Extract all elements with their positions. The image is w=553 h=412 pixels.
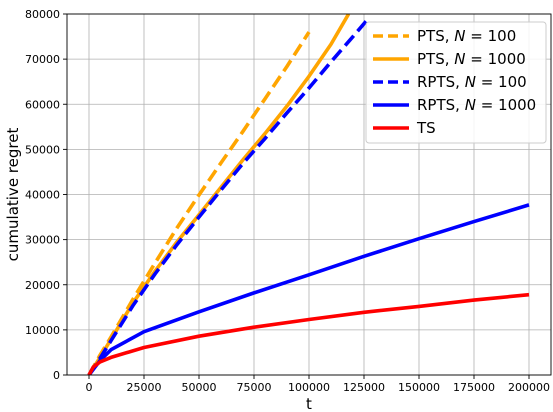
y-tick-label: 60000 [25, 98, 60, 111]
y-tick-label: 50000 [25, 143, 60, 156]
series-lines [87, 14, 530, 375]
y-tick-label: 20000 [25, 279, 60, 292]
legend-label: PTS, N = 1000 [417, 50, 526, 68]
y-tick-label: 0 [53, 369, 60, 382]
ticks: 0 25000 50000 75000 100000 125000 150000 175000… [25, 8, 550, 394]
y-tick-label: 10000 [25, 324, 60, 337]
y-tick-label: 70000 [25, 53, 60, 66]
legend-box [365, 21, 547, 144]
x-tick-label: 150000 [398, 381, 440, 394]
x-tick-label: 200000 [508, 381, 550, 394]
series-line-4 [87, 292, 530, 375]
x-tick-label: 175000 [453, 381, 495, 394]
y-tick-label: 40000 [25, 189, 60, 202]
x-tick-label: 125000 [343, 381, 385, 394]
legend-label: PTS, N = 100 [417, 27, 516, 45]
y-axis-label: cumulative regret [4, 128, 22, 262]
x-tick-label: 0 [86, 381, 93, 394]
x-axis-label: t [306, 395, 312, 412]
x-tick-label: 25000 [127, 381, 162, 394]
x-tick-label: 50000 [182, 381, 217, 394]
legend-label: RPTS, N = 100 [417, 73, 527, 91]
legend-label: TS [416, 119, 436, 137]
y-tick-label: 30000 [25, 234, 60, 247]
series-line-3 [87, 203, 530, 375]
x-tick-label: 100000 [288, 381, 330, 394]
x-tick-label: 75000 [237, 381, 272, 394]
legend-label: RPTS, N = 1000 [417, 96, 536, 114]
legend: PTS, N = 100 PTS, N = 1000 RPTS, N = 100 RP… [365, 21, 547, 144]
series-line-2 [87, 17, 370, 375]
y-tick-label: 80000 [25, 8, 60, 21]
